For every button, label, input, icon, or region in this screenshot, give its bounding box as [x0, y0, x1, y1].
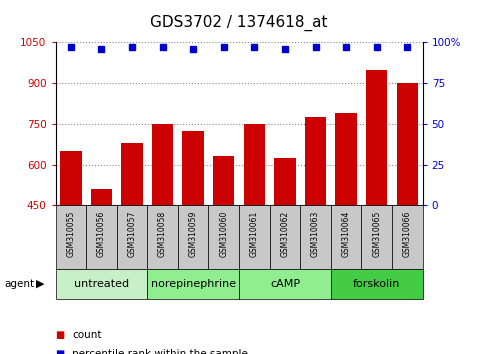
Text: GSM310065: GSM310065	[372, 210, 381, 257]
Text: forskolin: forskolin	[353, 279, 400, 289]
Bar	[209, 205, 239, 269]
Bar	[305, 117, 327, 205]
Text: untreated: untreated	[74, 279, 129, 289]
Bar	[335, 113, 357, 205]
Text: GSM310059: GSM310059	[189, 210, 198, 257]
Bar	[56, 205, 86, 269]
Text: GSM310066: GSM310066	[403, 210, 412, 257]
Bar	[183, 131, 204, 205]
Text: GSM310060: GSM310060	[219, 210, 228, 257]
Bar	[239, 205, 270, 269]
Bar	[178, 205, 209, 269]
Text: cAMP: cAMP	[270, 279, 300, 289]
Text: norepinephrine: norepinephrine	[151, 279, 236, 289]
Text: GSM310056: GSM310056	[97, 210, 106, 257]
Text: count: count	[72, 330, 102, 339]
Bar	[392, 205, 423, 269]
Text: GSM310057: GSM310057	[128, 210, 137, 257]
Bar	[366, 70, 387, 205]
Bar	[91, 189, 112, 205]
Bar	[86, 205, 117, 269]
Bar	[397, 83, 418, 205]
Bar	[147, 269, 239, 299]
Text: GSM310061: GSM310061	[250, 210, 259, 257]
Text: ▶: ▶	[36, 279, 45, 289]
Bar	[117, 205, 147, 269]
Bar	[147, 205, 178, 269]
Bar	[60, 151, 82, 205]
Bar	[300, 205, 331, 269]
Text: GSM310055: GSM310055	[66, 210, 75, 257]
Bar	[274, 158, 296, 205]
Bar	[121, 143, 143, 205]
Bar	[331, 269, 423, 299]
Bar	[331, 205, 361, 269]
Text: GSM310063: GSM310063	[311, 210, 320, 257]
Text: GSM310064: GSM310064	[341, 210, 351, 257]
Bar	[152, 124, 173, 205]
Text: GSM310062: GSM310062	[281, 210, 289, 257]
Text: ■: ■	[56, 330, 65, 339]
Text: GSM310058: GSM310058	[158, 210, 167, 257]
Text: percentile rank within the sample: percentile rank within the sample	[72, 349, 248, 354]
Bar	[213, 156, 235, 205]
Bar	[239, 269, 331, 299]
Text: GDS3702 / 1374618_at: GDS3702 / 1374618_at	[150, 15, 328, 31]
Bar	[56, 269, 147, 299]
Text: agent: agent	[5, 279, 35, 289]
Text: ■: ■	[56, 349, 65, 354]
Bar	[270, 205, 300, 269]
Bar	[244, 124, 265, 205]
Bar	[361, 205, 392, 269]
